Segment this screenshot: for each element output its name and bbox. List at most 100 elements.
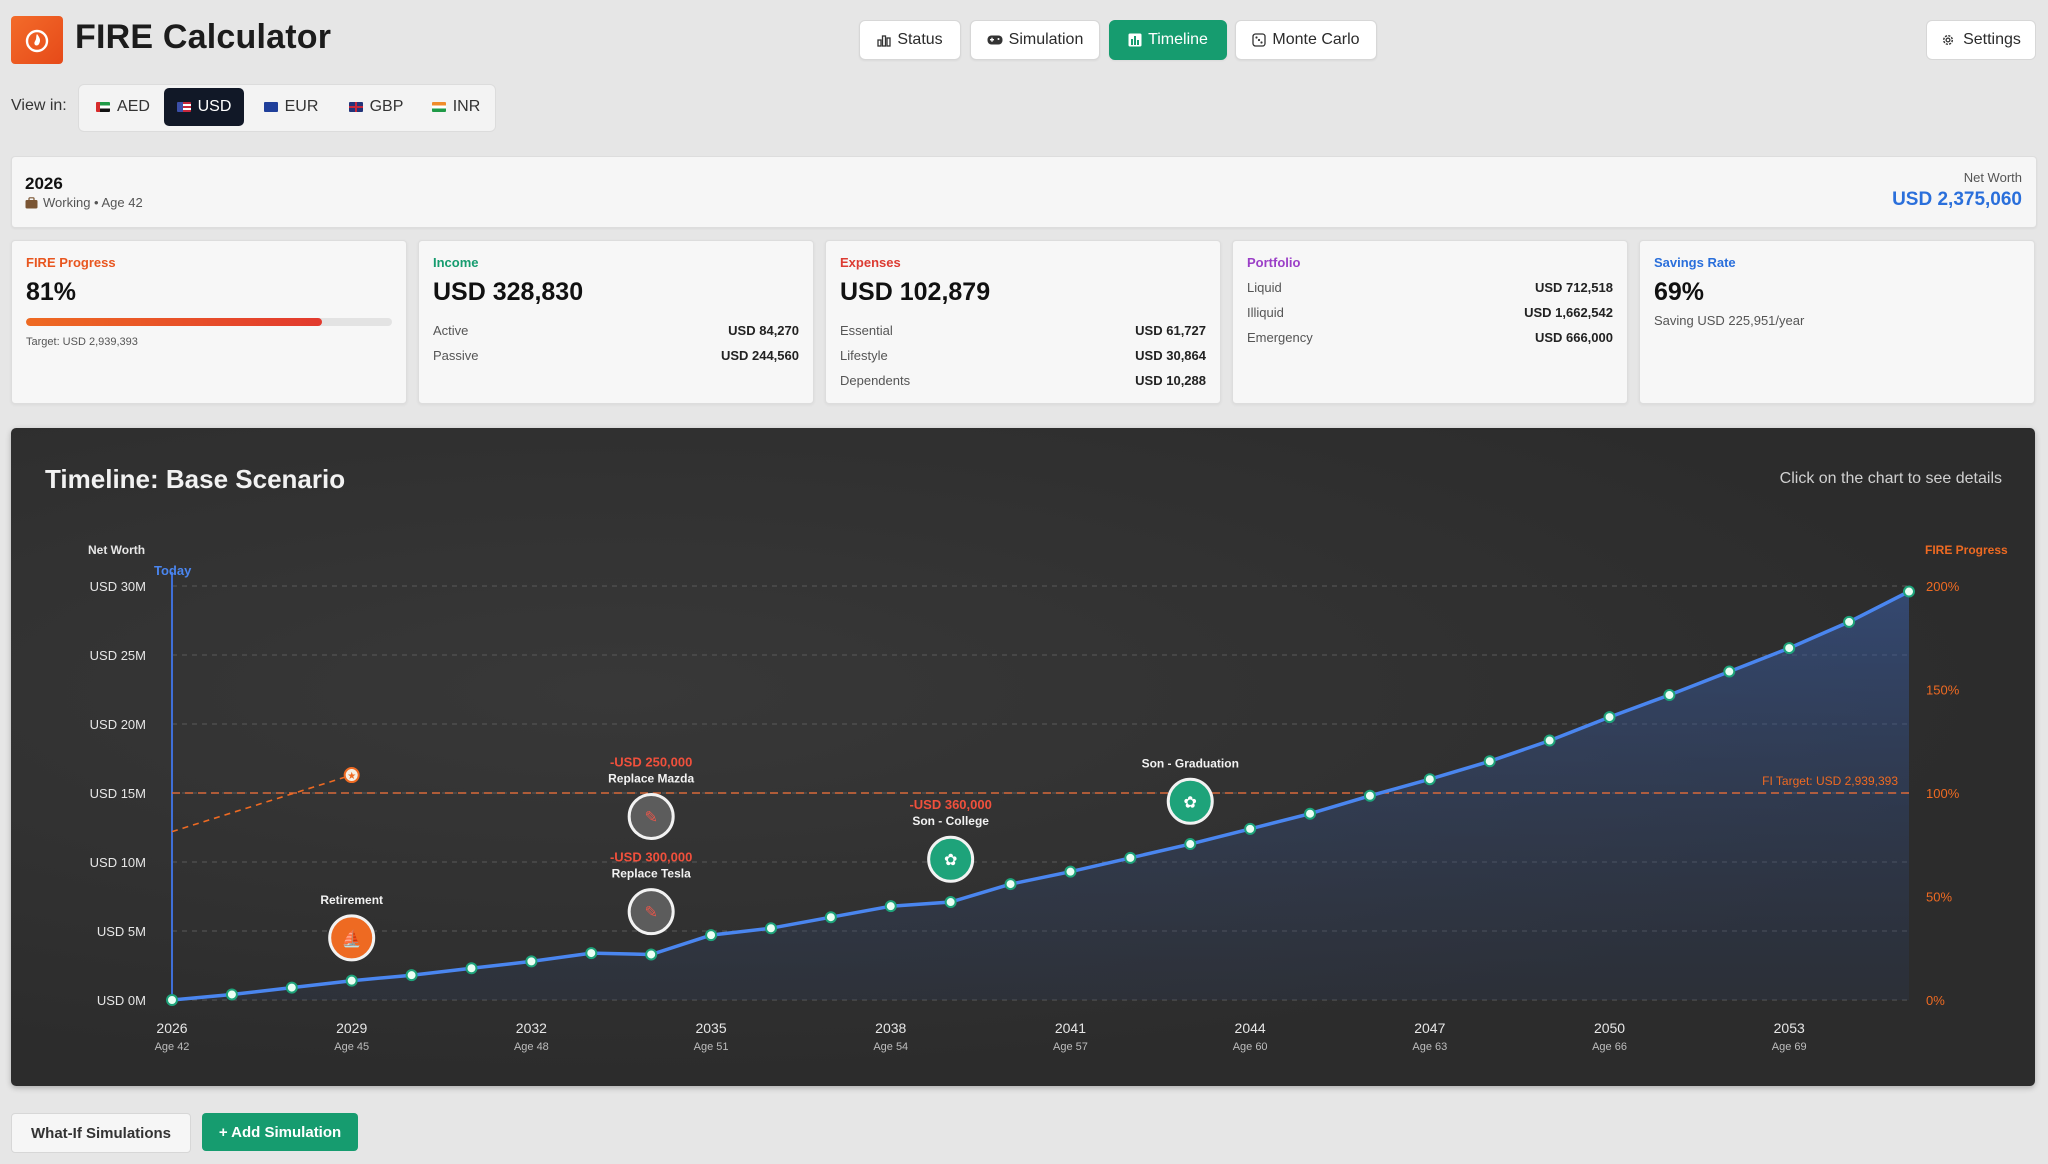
net-worth-value: USD 2,375,060 xyxy=(1892,189,2022,210)
data-point[interactable] xyxy=(1124,851,1137,864)
data-point[interactable] xyxy=(525,955,538,968)
expense-row-value: USD 10,288 xyxy=(1135,373,1206,388)
data-point[interactable] xyxy=(585,947,598,960)
data-point[interactable] xyxy=(944,896,957,909)
svg-text:★: ★ xyxy=(347,771,356,782)
data-point[interactable] xyxy=(405,969,418,982)
net-worth-label: Net Worth xyxy=(1963,170,2022,185)
tab-monte-carlo[interactable]: Monte Carlo xyxy=(1235,20,1377,60)
data-point[interactable] xyxy=(764,922,777,935)
expenses-card: Expenses USD 102,879 Essential USD 61,727… xyxy=(825,240,1221,404)
family-event-icon[interactable] xyxy=(927,835,975,883)
flame-icon xyxy=(25,29,49,53)
currency-usd[interactable]: USD xyxy=(164,88,244,126)
x-tick-age: Age 66 xyxy=(1592,1041,1627,1053)
x-tick-year: 2053 xyxy=(1774,1020,1805,1036)
add-simulation-button[interactable]: + Add Simulation xyxy=(202,1113,358,1151)
car-event-icon[interactable] xyxy=(627,792,675,840)
fire-progress-title: FIRE Progress xyxy=(26,255,116,270)
data-point[interactable] xyxy=(1304,807,1317,820)
tab-status[interactable]: Status xyxy=(859,20,961,60)
expense-row: Lifestyle USD 30,864 xyxy=(840,348,1206,363)
x-tick-age: Age 69 xyxy=(1772,1041,1807,1053)
income-row-value: USD 244,560 xyxy=(720,348,799,363)
chart-icon xyxy=(1128,33,1142,47)
data-point[interactable] xyxy=(1004,878,1017,891)
event-marker[interactable]: ✎ Replace Mazda -USD 250,000 xyxy=(608,754,695,840)
net-worth-line xyxy=(171,589,1910,1002)
tab-timeline-label: Timeline xyxy=(1148,31,1208,48)
data-point[interactable] xyxy=(1184,838,1197,851)
event-marker[interactable]: ✿ Son - College -USD 360,000 xyxy=(909,797,992,883)
data-point[interactable] xyxy=(1843,615,1856,628)
event-marker[interactable]: ✎ Replace Tesla -USD 300,000 xyxy=(610,850,692,936)
data-point[interactable] xyxy=(166,994,178,1006)
data-point[interactable] xyxy=(1423,773,1436,786)
data-point[interactable] xyxy=(824,911,837,924)
currency-aed[interactable]: AED xyxy=(84,88,162,126)
currency-inr-label: INR xyxy=(452,98,481,115)
fire-progress-fill xyxy=(26,318,323,326)
car-event-icon[interactable] xyxy=(627,888,675,936)
x-tick-age: Age 51 xyxy=(694,1041,729,1053)
data-point[interactable] xyxy=(1903,585,1915,598)
event-marker[interactable]: ✿ Son - Graduation xyxy=(1142,756,1239,825)
family-event-icon[interactable] xyxy=(1166,777,1214,825)
portfolio-row: Illiquid USD 1,662,542 xyxy=(1247,305,1613,320)
event-name: Son - College xyxy=(912,814,989,828)
currency-inr[interactable]: INR xyxy=(420,88,492,126)
income-row-label: Active xyxy=(433,323,469,338)
data-point[interactable] xyxy=(645,948,658,961)
data-point[interactable] xyxy=(1064,865,1077,878)
data-point[interactable] xyxy=(884,900,897,913)
currency-aed-label: AED xyxy=(117,98,150,115)
settings-button[interactable]: Settings xyxy=(1926,20,2036,60)
retirement-event-icon[interactable] xyxy=(328,914,376,962)
savings-rate-value: 69% xyxy=(1654,278,1705,306)
currency-gbp[interactable]: GBP xyxy=(336,88,416,126)
event-marker[interactable]: ⛵ Retirement xyxy=(320,893,383,962)
data-point[interactable] xyxy=(1363,789,1376,802)
x-tick-age: Age 60 xyxy=(1233,1041,1268,1053)
savings-sub-label: Saving USD 225,951/year xyxy=(1654,313,1805,328)
income-row: Passive USD 244,560 xyxy=(433,348,799,363)
dice-icon xyxy=(1252,33,1267,47)
settings-label: Settings xyxy=(1963,31,2021,48)
x-tick-year: 2026 xyxy=(156,1020,187,1036)
data-point[interactable] xyxy=(1663,689,1676,702)
event-glyph: ⛵ xyxy=(342,929,362,948)
projection-marker[interactable]: ★ xyxy=(343,767,360,784)
x-tick-age: Age 45 xyxy=(334,1041,369,1053)
data-point[interactable] xyxy=(1244,822,1257,835)
portfolio-row-value: USD 666,000 xyxy=(1534,330,1613,345)
data-point[interactable] xyxy=(1723,665,1736,678)
y2-tick-label: 0% xyxy=(1926,993,1945,1008)
portfolio-row: Emergency USD 666,000 xyxy=(1247,330,1613,345)
data-point[interactable] xyxy=(1603,711,1616,724)
app-title: FIRE Calculator xyxy=(75,18,332,56)
tab-status-label: Status xyxy=(897,31,943,48)
portfolio-card: Portfolio Liquid USD 712,518 Illiquid USD … xyxy=(1232,240,1628,404)
tab-timeline[interactable]: Timeline xyxy=(1109,20,1227,60)
fire-progress-value: 81% xyxy=(26,278,77,306)
tab-simulation[interactable]: Simulation xyxy=(970,20,1100,60)
data-point[interactable] xyxy=(705,929,718,942)
expense-row-value: USD 30,864 xyxy=(1135,348,1206,363)
currency-eur[interactable]: EUR xyxy=(252,88,330,126)
data-point[interactable] xyxy=(345,974,358,987)
y-tick-label: USD 30M xyxy=(90,579,146,594)
data-point[interactable] xyxy=(225,988,238,1001)
data-point[interactable] xyxy=(1483,755,1496,768)
timeline-title: Timeline: Base Scenario xyxy=(45,464,346,494)
expenses-value: USD 102,879 xyxy=(840,278,991,306)
expense-row: Dependents USD 10,288 xyxy=(840,373,1206,388)
data-point[interactable] xyxy=(1543,734,1556,747)
data-point[interactable] xyxy=(285,981,298,994)
x-tick-age: Age 63 xyxy=(1412,1041,1447,1053)
projection-line xyxy=(171,774,352,833)
data-point[interactable] xyxy=(1783,642,1796,655)
what-if-simulations-button[interactable]: What-If Simulations xyxy=(11,1113,191,1153)
data-point[interactable] xyxy=(465,962,478,975)
fire-progress-card: FIRE Progress 81% Target: USD 2,939,393 xyxy=(11,240,407,404)
